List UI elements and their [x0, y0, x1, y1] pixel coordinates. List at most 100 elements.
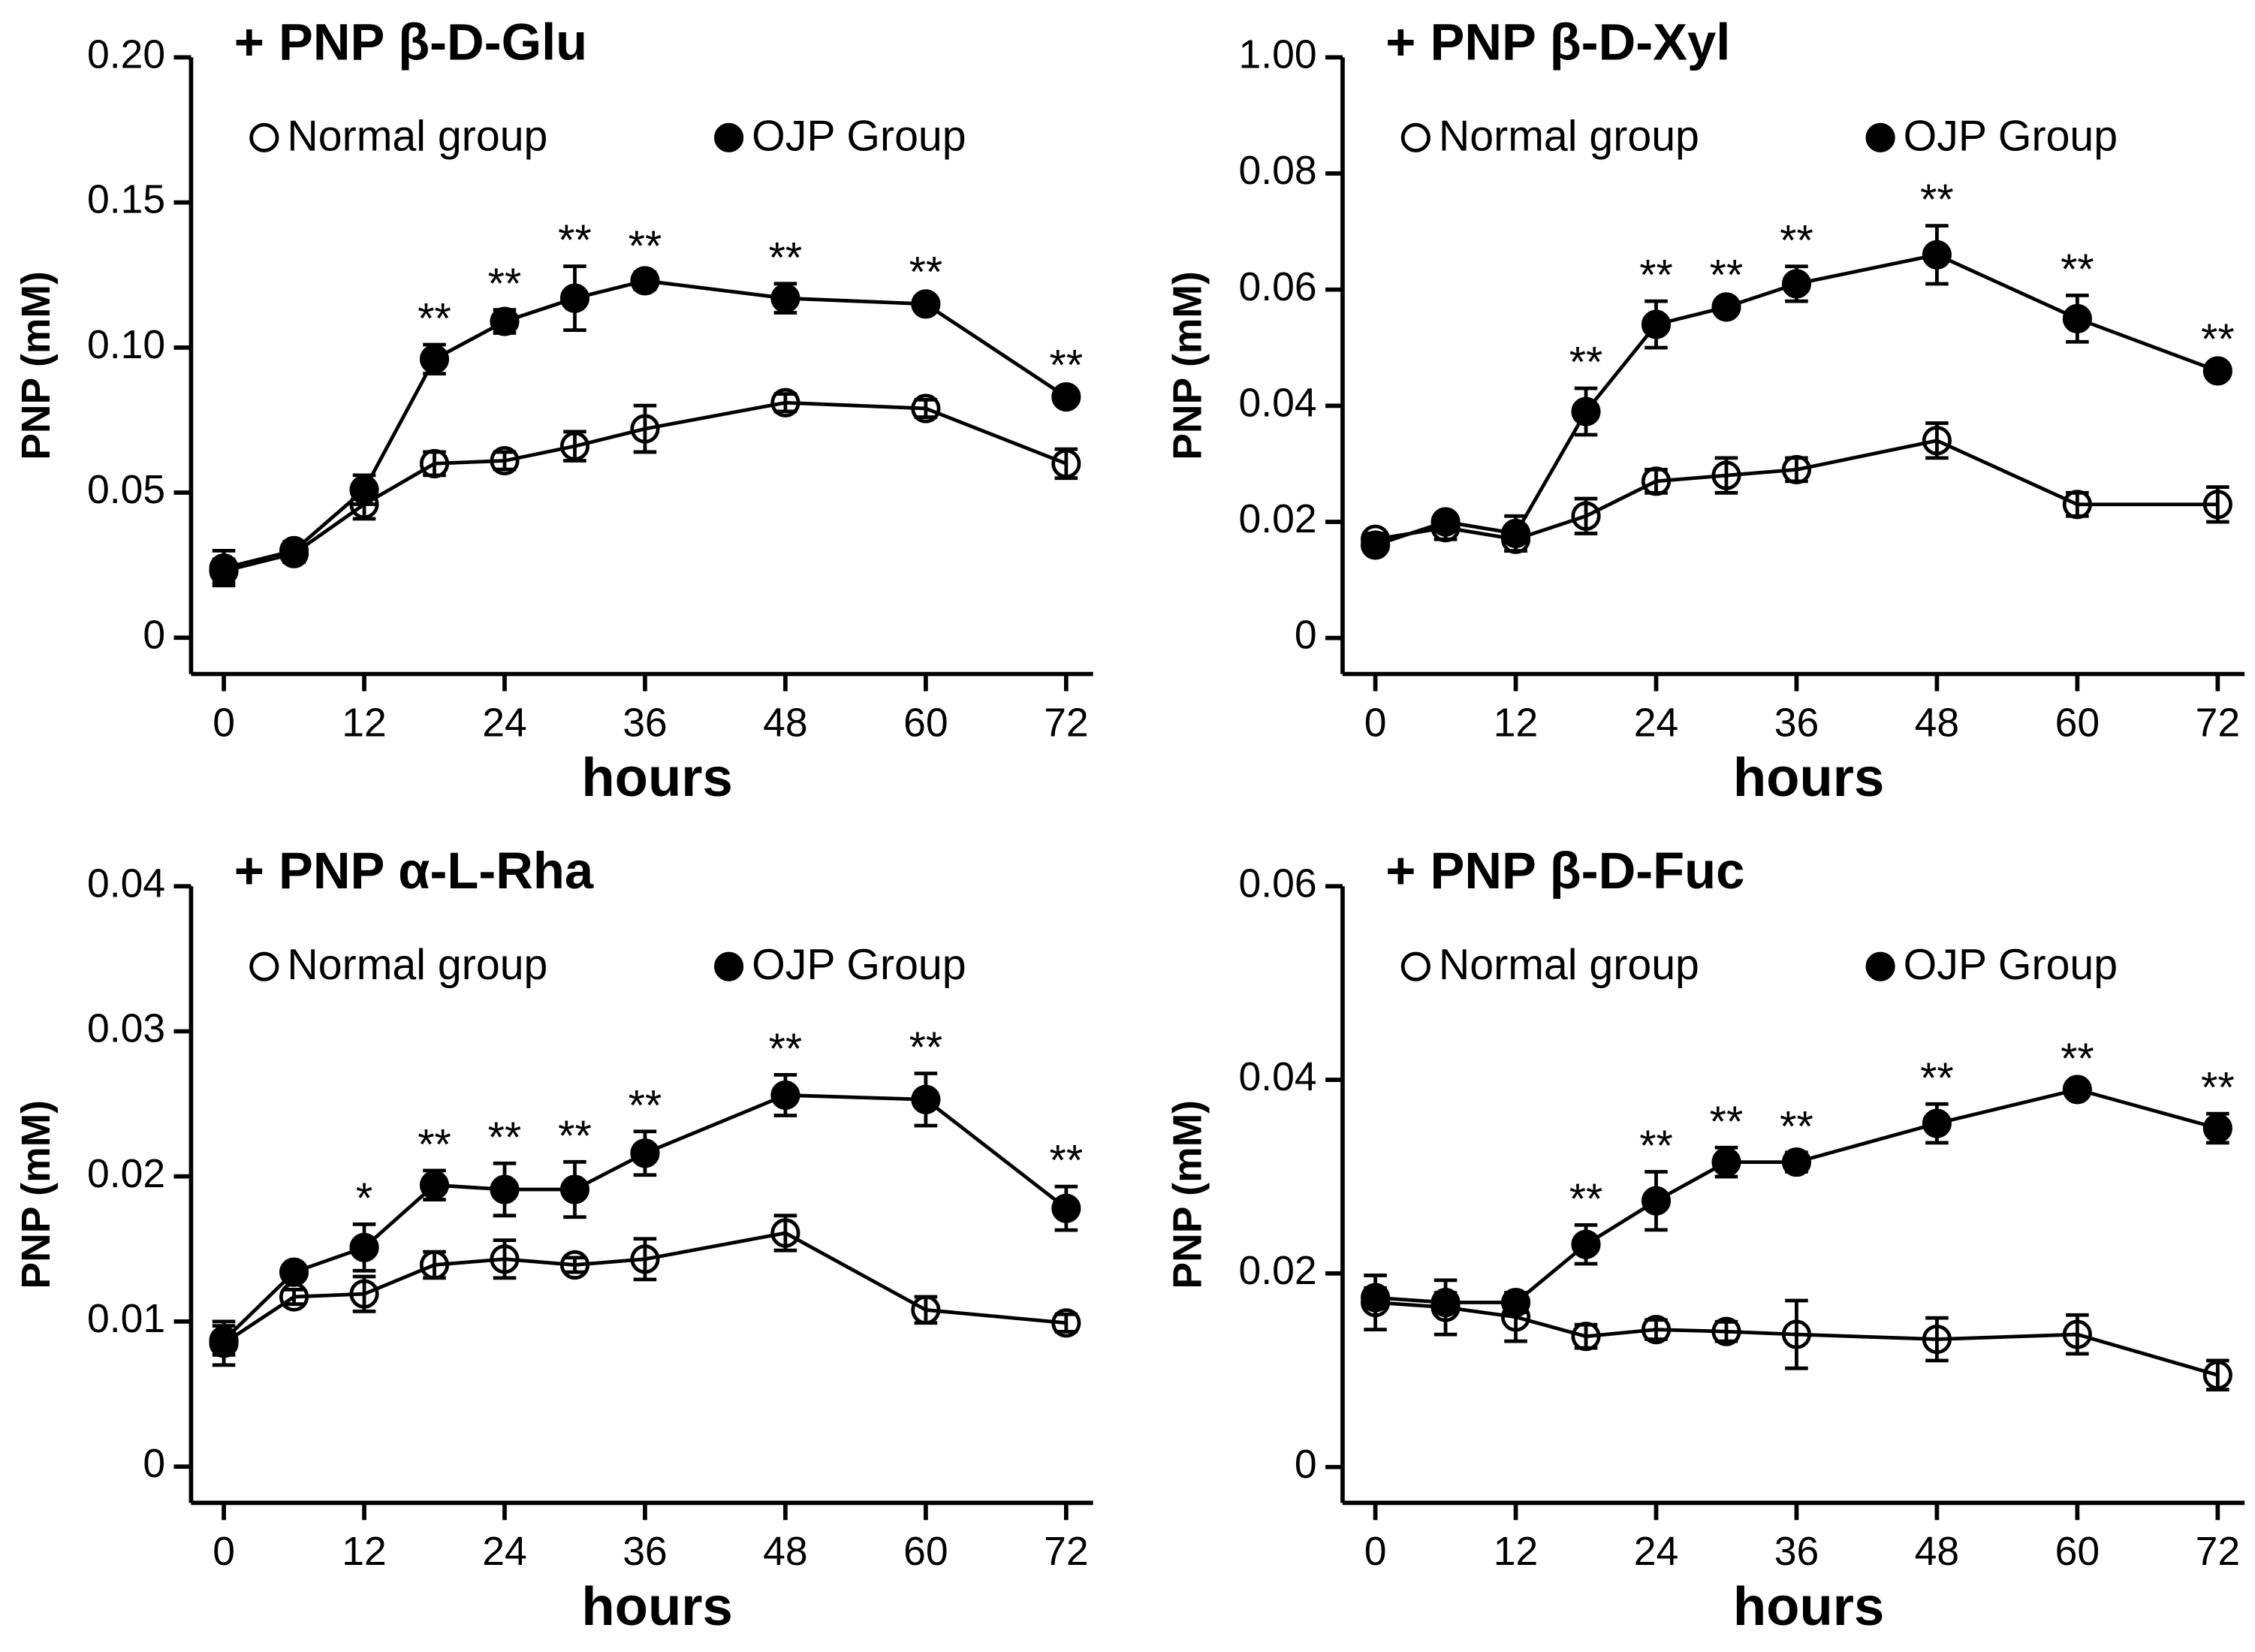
x-tick-label: 36: [623, 701, 667, 745]
marker: [1711, 292, 1741, 322]
series-line: [223, 400, 1067, 573]
marker: [1922, 1324, 1952, 1355]
panel: 0 0.02 0.04 0.06 0 12 24 36 48 60 72 + PNP β-D-Fuc h…: [1166, 842, 2245, 1637]
legend-marker: [1865, 951, 1895, 981]
marker: [1430, 507, 1461, 537]
x-tick-label: 24: [1634, 701, 1678, 745]
x-tick-label: 0: [1364, 701, 1387, 745]
y-tick-label: 0.08: [1239, 149, 1317, 193]
marker: [349, 1279, 379, 1309]
marker: [490, 306, 520, 336]
significance-label: **: [1050, 1137, 1084, 1185]
marker: [1571, 1229, 1601, 1259]
y-axis-label: PNP (mM): [14, 1100, 59, 1289]
y-tick-label: 0.06: [1239, 265, 1317, 309]
x-tick-label: 12: [1494, 701, 1538, 745]
y-tick-label: 1.00: [1239, 33, 1317, 77]
legend-label: Normal group: [287, 941, 547, 989]
y-tick-label: 0.05: [87, 468, 165, 512]
series-line: [222, 1231, 1067, 1345]
marker: [770, 1080, 800, 1111]
marker: [1781, 269, 1812, 299]
significance-label: **: [1710, 1098, 1744, 1146]
chart-title: + PNP α-L-Rha: [234, 842, 594, 900]
marker: [279, 535, 309, 565]
marker: [419, 344, 450, 374]
marker: [349, 475, 379, 505]
marker: [911, 1084, 941, 1114]
legend-marker: [249, 122, 279, 152]
marker: [1641, 309, 1672, 339]
legend-label: Normal group: [287, 112, 547, 160]
marker: [1781, 1147, 1812, 1177]
marker: [419, 448, 450, 478]
significance-label: **: [558, 1112, 592, 1160]
legend-marker: [249, 951, 279, 981]
y-tick-label: 0.20: [87, 33, 165, 77]
x-axis-label: hours: [581, 747, 733, 808]
y-axis-label: PNP (mM): [1166, 271, 1210, 460]
marker: [1711, 1316, 1741, 1346]
significance-label: **: [1569, 1175, 1603, 1223]
legend-marker: [714, 951, 744, 981]
y-tick-label: 0.04: [1239, 381, 1317, 425]
significance-label: **: [909, 1023, 943, 1072]
y-tick-label: 0.02: [87, 1152, 165, 1196]
marker: [1051, 1193, 1081, 1223]
marker: [490, 1244, 520, 1274]
marker: [209, 1325, 239, 1355]
marker: [1641, 1186, 1672, 1216]
marker: [559, 1250, 590, 1280]
marker: [1051, 448, 1081, 478]
legend-marker: [1400, 951, 1430, 981]
x-tick-label: 0: [1364, 1530, 1387, 1574]
marker: [1571, 501, 1601, 531]
significance-label: **: [2061, 1035, 2094, 1083]
legend-label: OJP Group: [1904, 112, 2118, 160]
chart-title: + PNP β-D-Xyl: [1385, 13, 1730, 71]
marker: [559, 1174, 590, 1204]
x-tick-label: 36: [1774, 1530, 1819, 1574]
marker: [2202, 356, 2232, 386]
marker: [490, 1174, 520, 1204]
x-tick-label: 24: [1634, 1530, 1678, 1574]
x-tick-label: 24: [482, 701, 526, 745]
significance-label: **: [488, 1114, 522, 1162]
significance-label: **: [488, 260, 522, 308]
marker: [2062, 303, 2092, 333]
marker: [630, 1138, 660, 1168]
legend-label: Normal group: [1439, 941, 1699, 989]
significance-label: **: [909, 249, 943, 297]
y-tick-label: 0.04: [87, 861, 165, 906]
x-tick-label: 72: [1044, 1530, 1088, 1574]
x-tick-label: 60: [903, 701, 948, 745]
significance-label: **: [629, 222, 662, 270]
marker: [559, 431, 590, 461]
marker: [490, 445, 520, 476]
significance-label: **: [769, 234, 803, 282]
y-axis-label: PNP (mM): [14, 271, 59, 460]
x-tick-label: 60: [2055, 1530, 2100, 1574]
significance-label: **: [2201, 1064, 2235, 1112]
marker: [1641, 1315, 1672, 1345]
error-bar: [633, 403, 657, 454]
marker: [770, 1218, 800, 1248]
marker: [1711, 1147, 1741, 1177]
y-axis-label: PNP (mM): [1166, 1100, 1210, 1289]
marker: [2202, 1113, 2232, 1144]
marker: [1361, 530, 1391, 560]
series-line: [1375, 1087, 2218, 1304]
series-line: [222, 1093, 1068, 1342]
x-tick-label: 48: [1915, 701, 1959, 745]
marker: [1922, 240, 1952, 270]
marker: [419, 1170, 450, 1200]
x-tick-label: 24: [482, 1530, 526, 1574]
y-tick-label: 0.02: [1239, 1249, 1317, 1293]
x-tick-label: 60: [903, 1530, 948, 1574]
significance-label: **: [1050, 341, 1084, 389]
significance-label: **: [1920, 176, 1954, 224]
legend-marker: [714, 122, 744, 152]
marker: [209, 553, 239, 583]
marker: [911, 289, 941, 319]
